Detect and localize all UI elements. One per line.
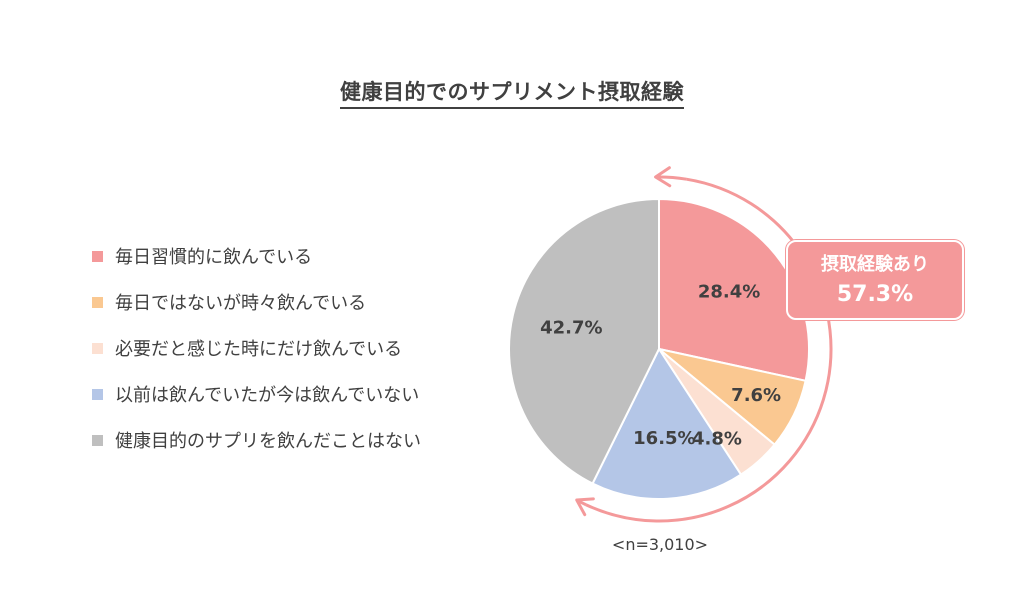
pie-slice-3 [591, 346, 743, 500]
slice-label-4: 42.7% [540, 318, 602, 339]
arrow-start-icon [654, 166, 672, 188]
legend-item: 毎日ではないが時々飲んでいる [92, 279, 421, 325]
legend-label-3: 以前は飲んでいたが今は飲んでいない [115, 385, 420, 406]
pie-slices [508, 197, 810, 500]
slice-label-2: 4.8% [692, 429, 742, 450]
legend-swatch-3 [92, 388, 103, 400]
sample-size-note: <n=3,010> [611, 535, 709, 554]
experience-arc [575, 166, 833, 523]
slice-label-1: 7.6% [731, 385, 781, 406]
arrow-end-icon [575, 497, 595, 517]
pie-slice-0 [658, 197, 810, 382]
legend-swatch-0 [92, 250, 103, 262]
legend-label-0: 毎日習慣的に飲んでいる [115, 247, 313, 268]
pie-labels: 28.4% 7.6% 4.8%16.5% 42.7% [540, 282, 781, 450]
slice-label-0: 28.4% [698, 282, 760, 303]
legend-item: 以前は飲んでいたが今は飲んでいない [92, 371, 421, 417]
pie-slice-4 [508, 197, 660, 485]
legend-item: 必要だと感じた時にだけ飲んでいる [92, 325, 421, 371]
legend-swatch-4 [92, 434, 103, 446]
legend-swatch-2 [92, 342, 103, 354]
slice-label-3: 16.5% [633, 428, 695, 449]
legend-swatch-1 [92, 296, 103, 308]
chart-title-text: 健康目的でのサプリメント摂取経験 [340, 80, 684, 109]
experience-callout: 摂取経験あり 57.3% [786, 240, 964, 320]
callout-value: 57.3% [836, 282, 914, 307]
chart-title: 健康目的でのサプリメント摂取経験 [0, 76, 1024, 109]
legend: 毎日習慣的に飲んでいる 毎日ではないが時々飲んでいる 必要だと感じた時にだけ飲ん… [92, 233, 421, 463]
legend-label-4: 健康目的のサプリを飲んだことはない [115, 431, 421, 452]
callout-label: 摂取経験あり [821, 254, 929, 275]
legend-label-2: 必要だと感じた時にだけ飲んでいる [115, 339, 403, 360]
legend-item: 健康目的のサプリを飲んだことはない [92, 417, 421, 463]
legend-item: 毎日習慣的に飲んでいる [92, 233, 421, 279]
bracket-arc [585, 177, 833, 523]
legend-label-1: 毎日ではないが時々飲んでいる [115, 293, 367, 314]
